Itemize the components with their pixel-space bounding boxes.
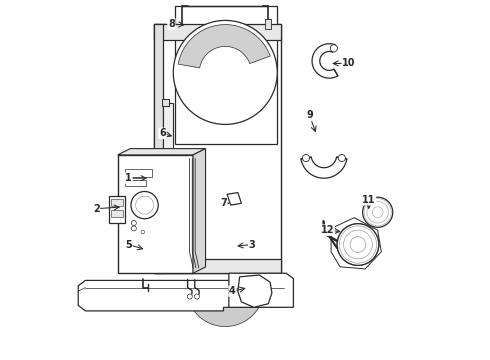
- Polygon shape: [178, 24, 270, 68]
- Bar: [162, 99, 169, 106]
- Text: 3: 3: [249, 239, 256, 249]
- Text: 11: 11: [362, 195, 375, 205]
- Polygon shape: [118, 149, 205, 155]
- Polygon shape: [153, 259, 281, 273]
- Text: 2: 2: [93, 204, 99, 214]
- Circle shape: [141, 230, 145, 234]
- Bar: [265, 19, 271, 30]
- Circle shape: [195, 294, 199, 299]
- Polygon shape: [78, 280, 292, 311]
- Text: 5: 5: [125, 239, 132, 249]
- Polygon shape: [118, 155, 193, 273]
- Circle shape: [338, 154, 345, 162]
- Bar: [125, 169, 152, 177]
- Circle shape: [187, 294, 192, 299]
- Polygon shape: [331, 218, 381, 269]
- Circle shape: [330, 45, 338, 52]
- Polygon shape: [301, 157, 347, 178]
- Polygon shape: [175, 6, 277, 144]
- Polygon shape: [229, 273, 294, 307]
- Circle shape: [173, 21, 277, 125]
- Text: 10: 10: [342, 58, 356, 68]
- Polygon shape: [153, 24, 281, 40]
- Circle shape: [302, 154, 310, 162]
- Text: 12: 12: [321, 225, 334, 235]
- Polygon shape: [153, 24, 163, 273]
- Polygon shape: [109, 196, 125, 223]
- Circle shape: [131, 226, 136, 231]
- Text: 6: 6: [159, 129, 166, 138]
- Polygon shape: [189, 301, 262, 327]
- Polygon shape: [312, 44, 338, 78]
- Circle shape: [363, 197, 393, 227]
- Circle shape: [131, 221, 136, 226]
- Text: 4: 4: [229, 286, 236, 296]
- Bar: [125, 180, 147, 186]
- Polygon shape: [153, 24, 281, 273]
- Circle shape: [337, 224, 379, 265]
- Bar: [111, 210, 123, 217]
- Circle shape: [136, 196, 153, 214]
- Text: 7: 7: [220, 198, 227, 208]
- Text: 8: 8: [168, 19, 175, 29]
- Circle shape: [131, 192, 158, 219]
- Bar: [111, 199, 123, 206]
- Polygon shape: [163, 103, 173, 273]
- Text: 9: 9: [306, 111, 313, 121]
- Circle shape: [337, 224, 379, 265]
- Polygon shape: [238, 275, 272, 307]
- Text: 1: 1: [125, 173, 132, 183]
- Polygon shape: [193, 149, 205, 273]
- Polygon shape: [227, 193, 242, 205]
